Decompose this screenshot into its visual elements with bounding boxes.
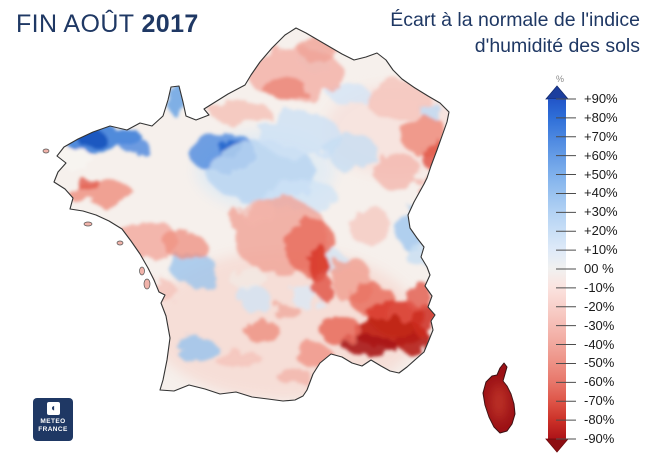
france-outline xyxy=(53,27,450,402)
legend-entry-label: +50% xyxy=(584,166,618,182)
logo-line1: METEO xyxy=(40,418,66,425)
legend-entry-label: +30% xyxy=(584,204,618,220)
legend-arrow-top xyxy=(545,85,569,100)
legend-entry-label: +20% xyxy=(584,223,618,239)
legend: % +90% +80% +70% +60% +50% +40% +30% +20% +10% 00… xyxy=(545,74,650,462)
legend-labels: +90% +80% +70% +60% +50% +40% +30% +20% +10% 00 %… xyxy=(584,86,648,458)
legend-entry-label: -10% xyxy=(584,279,615,295)
legend-arrow-bottom xyxy=(545,438,569,453)
legend-colorbar xyxy=(545,85,576,453)
period-title: FIN AOÛT 2017 xyxy=(16,10,199,39)
legend-entry-label: -60% xyxy=(584,374,615,390)
legend-entry-label: +40% xyxy=(584,185,618,201)
legend-entry-label: -80% xyxy=(584,412,615,428)
legend-entry-label: +60% xyxy=(584,147,618,163)
meteo-france-logo-text: METEO FRANCE xyxy=(38,418,67,435)
period-year: 2017 xyxy=(141,10,199,38)
legend-entry-label: +70% xyxy=(584,128,618,144)
logo-line2: FRANCE xyxy=(38,426,68,434)
legend-entry-label: -20% xyxy=(584,298,615,314)
map-title: Écart à la normale de l'indice d'humidit… xyxy=(390,8,640,59)
map-title-line2: d'humidité des sols xyxy=(474,34,640,57)
map-title-line1: Écart à la normale de l'indice xyxy=(390,9,640,31)
legend-entry-label: 00 % xyxy=(584,261,614,276)
meteo-france-logo-icon: ◖ xyxy=(46,402,60,415)
mainland-anomaly-fill xyxy=(54,28,449,401)
legend-entry-label: -70% xyxy=(584,393,615,409)
legend-entry-label: -90% xyxy=(584,431,615,446)
anomaly-texture xyxy=(58,39,449,385)
legend-entry-label: +80% xyxy=(584,109,618,125)
legend-unit-label: % xyxy=(556,74,565,84)
period-label: FIN AOÛT xyxy=(16,10,135,38)
legend-entry-label: -40% xyxy=(584,336,615,352)
corsica xyxy=(482,362,516,434)
coastal-islands xyxy=(42,148,151,290)
legend-entry-label: +90% xyxy=(584,91,618,106)
legend-entry-label: +10% xyxy=(584,242,618,258)
meteo-france-logo: ◖ METEO FRANCE xyxy=(33,398,73,441)
legend-entry-label: -30% xyxy=(584,317,615,333)
legend-ticks xyxy=(556,98,576,440)
legend-entry-label: -50% xyxy=(584,355,615,371)
